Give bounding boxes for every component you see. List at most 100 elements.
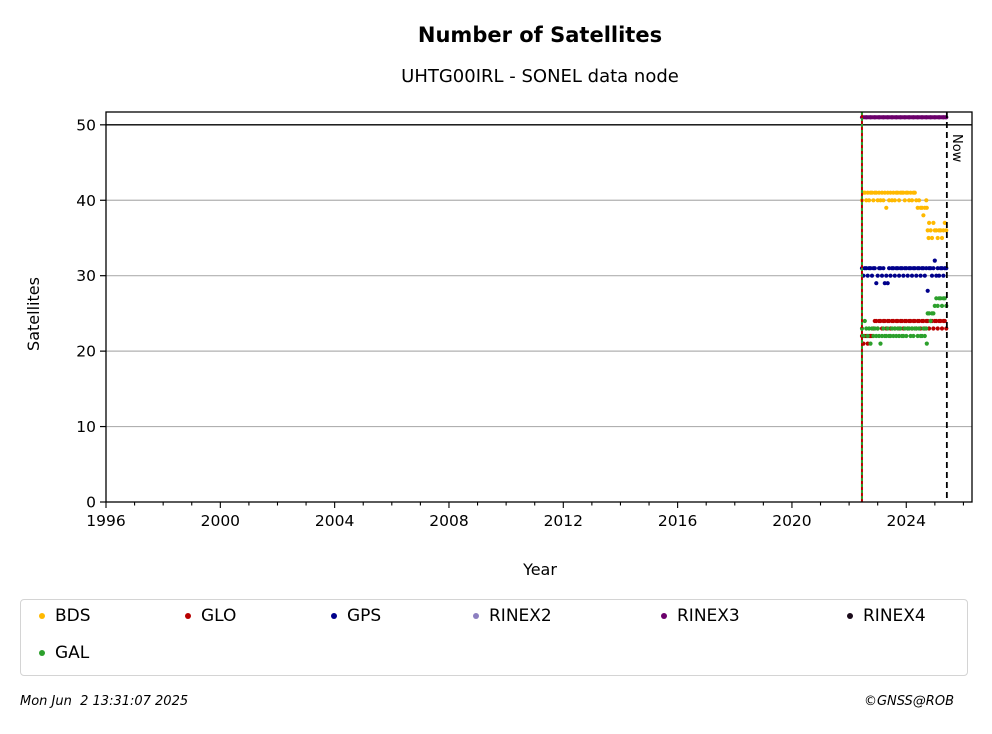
legend-item-glo: GLO [185, 606, 236, 626]
data-point [898, 326, 903, 331]
x-tick-label: 2016 [658, 512, 697, 530]
data-point [904, 333, 909, 339]
copyright: ©GNSS@ROB [863, 694, 954, 709]
data-point [872, 266, 877, 271]
data-point [928, 228, 933, 233]
gridlines [106, 199, 972, 428]
now-label: Now [949, 134, 964, 163]
data-point [931, 266, 936, 271]
legend-item-gps: GPS [331, 606, 381, 626]
data-point [927, 220, 932, 225]
data-point [922, 333, 927, 339]
data-point [924, 341, 929, 346]
data-points [859, 115, 949, 346]
legend-label: RINEX4 [863, 606, 926, 626]
data-point [865, 333, 870, 339]
data-point [892, 273, 897, 278]
data-point [869, 273, 875, 278]
data-point [882, 318, 887, 324]
data-point [878, 198, 883, 203]
data-point [888, 333, 893, 339]
data-point [939, 235, 945, 241]
data-point [897, 333, 902, 339]
legend-marker-icon [847, 613, 853, 619]
data-point [905, 273, 910, 278]
data-point [872, 326, 877, 331]
data-point [917, 266, 922, 271]
data-point [931, 326, 936, 331]
x-tick-label: 2020 [772, 512, 811, 530]
data-point [925, 318, 930, 324]
data-point [935, 235, 940, 241]
x-tick-label: 1996 [86, 512, 125, 530]
data-point [915, 205, 920, 210]
data-point [921, 326, 926, 331]
data-point [874, 281, 879, 286]
data-point [929, 273, 935, 278]
data-point [884, 273, 889, 278]
data-point [918, 273, 923, 278]
data-point [941, 273, 946, 278]
data-point [862, 318, 867, 324]
data-point [912, 190, 917, 195]
data-point [885, 326, 890, 331]
data-point [891, 190, 896, 195]
data-point [879, 273, 885, 278]
data-point [927, 311, 932, 316]
legend-item-bds: BDS [39, 606, 91, 626]
data-point [917, 318, 922, 324]
x-axis-label: Year [522, 560, 557, 579]
data-point [882, 281, 887, 286]
legend-item-gal: GAL [39, 643, 89, 663]
data-point [885, 281, 890, 286]
data-point [877, 190, 882, 195]
data-point [928, 318, 933, 324]
data-point [939, 303, 945, 308]
data-point [875, 273, 880, 278]
x-tick-label: 2000 [201, 512, 240, 530]
data-point [939, 326, 945, 331]
legend-marker-icon [661, 613, 667, 619]
legend-item-rinex2: RINEX2 [473, 606, 552, 626]
data-point [931, 220, 936, 225]
axes: 0 10 20 30 40 50 1996 2000 2004 2008 2012 2016 2020 2… [76, 111, 973, 530]
legend: BDS GLO GPS RINEX2 RINEX3 RINEX4 GAL [20, 599, 968, 676]
legend-label: RINEX2 [489, 606, 552, 626]
data-point [907, 326, 912, 331]
data-point [887, 266, 892, 271]
series-gal [859, 296, 949, 346]
series-gps [859, 258, 949, 293]
legend-label: GPS [347, 606, 382, 626]
data-point [891, 318, 896, 324]
marker-lines: Now [860, 112, 964, 502]
data-point [935, 303, 940, 308]
data-point [907, 198, 912, 203]
data-point [924, 326, 929, 331]
data-point [942, 318, 947, 324]
data-point [931, 311, 936, 316]
chart-subtitle: UHTG00IRL - SONEL data node [401, 66, 679, 87]
series-bds [859, 190, 949, 241]
data-point [878, 266, 883, 271]
data-point [882, 190, 887, 195]
data-point [902, 326, 907, 331]
legend-item-rinex3: RINEX3 [661, 606, 740, 626]
data-point [862, 190, 867, 195]
data-point [901, 333, 906, 339]
legend-marker-icon [39, 613, 45, 619]
data-point [912, 266, 917, 271]
data-point [887, 198, 892, 203]
data-point [865, 273, 870, 278]
data-point [924, 198, 929, 203]
data-point [878, 341, 883, 346]
data-point [867, 326, 872, 331]
data-point [911, 333, 916, 339]
data-point [887, 318, 892, 324]
plot-frame [105, 111, 973, 503]
y-axis-label: Satellites [24, 277, 43, 351]
y-tick-label: 40 [76, 192, 96, 210]
legend-marker-icon [185, 613, 191, 619]
data-point [921, 213, 926, 218]
data-point [902, 198, 907, 203]
data-point [868, 266, 873, 271]
